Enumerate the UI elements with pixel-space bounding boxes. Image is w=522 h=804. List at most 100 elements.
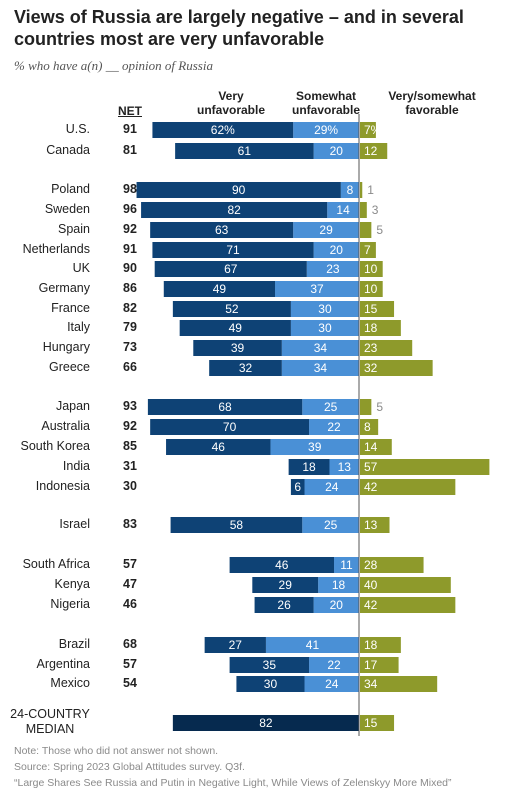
favorable-label: 15	[364, 302, 378, 316]
somewhat-unfavorable-bar	[281, 340, 359, 356]
favorable-bar	[360, 281, 383, 297]
somewhat-unfavorable-bar	[293, 122, 359, 138]
favorable-label: 5	[376, 400, 383, 414]
favorable-label: 17	[364, 658, 378, 672]
favorable-bar	[360, 676, 438, 692]
favorable-bar	[360, 360, 433, 376]
country-label: U.S.	[65, 122, 90, 136]
very-unfavorable-bar	[229, 557, 335, 573]
somewhat-unfavorable-label: 14	[336, 203, 350, 217]
very-unfavorable-bar	[154, 261, 307, 277]
country-label: Australia	[41, 419, 90, 433]
very-unfavorable-bar	[204, 637, 266, 653]
country-label: Israel	[59, 517, 90, 531]
somewhat-unfavorable-bar	[293, 222, 359, 238]
footer-report: “Large Shares See Russia and Putin in Ne…	[14, 777, 452, 789]
very-unfavorable-label: 67	[224, 262, 238, 276]
favorable-bar	[360, 143, 388, 159]
very-unfavorable-label: 32	[239, 361, 253, 375]
very-unfavorable-label: 49	[229, 321, 243, 335]
very-unfavorable-label: 90	[232, 183, 246, 197]
country-label: Poland	[51, 182, 90, 196]
net-value: 92	[123, 222, 137, 236]
somewhat-unfavorable-bar	[309, 657, 359, 673]
net-header: NET	[118, 104, 142, 118]
somewhat-unfavorable-label: 22	[327, 658, 341, 672]
favorable-label: 14	[364, 440, 378, 454]
very-unfavorable-label: 61	[238, 144, 252, 158]
favorable-bar	[360, 399, 372, 415]
country-label: Argentina	[36, 657, 90, 671]
very-unfavorable-bar	[179, 320, 291, 336]
very-unfavorable-bar	[252, 577, 319, 593]
favorable-label: 57	[364, 460, 378, 474]
somewhat-unfavorable-bar	[329, 459, 359, 475]
somewhat-unfavorable-label: 39	[308, 440, 322, 454]
favorable-label: 15	[364, 716, 378, 730]
somewhat-unfavorable-label: 25	[324, 518, 338, 532]
somewhat-unfavorable-label: 41	[306, 638, 320, 652]
somewhat-unfavorable-label: 30	[318, 321, 332, 335]
net-value: 92	[123, 419, 137, 433]
country-label: Hungary	[42, 340, 90, 354]
very-unfavorable-label: 52	[225, 302, 239, 316]
very-unfavorable-bar	[175, 143, 314, 159]
very-unfavorable-label: 26	[277, 598, 291, 612]
country-label: Spain	[58, 222, 90, 236]
favorable-label: 23	[364, 341, 378, 355]
somewhat-unfavorable-bar	[290, 320, 359, 336]
net-value: 83	[123, 517, 137, 531]
favorable-label: 12	[364, 144, 378, 158]
chart-title: Views of Russia are largely negative – a…	[14, 7, 464, 49]
somewhat-unfavorable-bar	[270, 439, 359, 455]
chart-subtitle: % who have a(n) __ opinion of Russia	[14, 58, 213, 73]
very-unfavorable-label: 39	[231, 341, 245, 355]
favorable-bar	[360, 577, 451, 593]
very-unfavorable-label: 82	[259, 716, 273, 730]
very-unfavorable-label: 82	[227, 203, 241, 217]
very-unfavorable-label: 58	[230, 518, 244, 532]
favorable-bar	[360, 479, 456, 495]
somewhat-unfavorable-bar	[265, 637, 359, 653]
very-unfavorable-label: 46	[275, 558, 289, 572]
favorable-bar	[360, 419, 379, 435]
somewhat-unfavorable-bar	[306, 261, 359, 277]
somewhat-unfavorable-label: 25	[324, 400, 338, 414]
somewhat-unfavorable-bar	[309, 419, 359, 435]
very-unfavorable-label: 29	[279, 578, 293, 592]
somewhat-unfavorable-label: 20	[330, 144, 344, 158]
country-label: Kenya	[54, 577, 90, 591]
favorable-bar	[360, 261, 383, 277]
very-unfavorable-bar	[172, 301, 291, 317]
somewhat-unfavorable-bar	[327, 202, 359, 218]
country-label: Nigeria	[50, 597, 90, 611]
very-unfavorable-bar	[288, 459, 330, 475]
somewhat-unfavorable-label: 20	[330, 598, 344, 612]
very-unfavorable-bar	[170, 517, 303, 533]
country-label: Mexico	[50, 676, 90, 690]
country-label: India	[62, 459, 90, 473]
favorable-bar	[360, 637, 401, 653]
somewhat-unfavorable-bar	[275, 281, 359, 297]
favorable-bar	[360, 222, 372, 238]
favorable-label: 8	[364, 420, 371, 434]
net-value: 85	[123, 439, 137, 453]
favorable-bar	[360, 459, 490, 475]
somewhat-unfavorable-label: 34	[314, 341, 328, 355]
favorable-label: 34	[364, 677, 378, 691]
somewhat-unfavorable-bar	[304, 479, 359, 495]
favorable-label: 13	[364, 518, 378, 532]
very-unfavorable-bar	[141, 202, 328, 218]
country-label: 24-COUNTRY MEDIAN	[10, 707, 90, 736]
very-unfavorable-bar	[150, 222, 294, 238]
country-label: Sweden	[44, 202, 90, 216]
very-unfavorable-bar	[193, 340, 282, 356]
favorable-label: 18	[364, 638, 378, 652]
somewhat-unfavorable-label: 24	[325, 677, 339, 691]
very-unfavorable-label: 70	[223, 420, 237, 434]
favorable-bar	[360, 517, 390, 533]
country-label: Canada	[46, 143, 90, 157]
country-label: Japan	[55, 399, 90, 413]
net-value: 66	[123, 360, 137, 374]
favorable-bar	[360, 301, 395, 317]
